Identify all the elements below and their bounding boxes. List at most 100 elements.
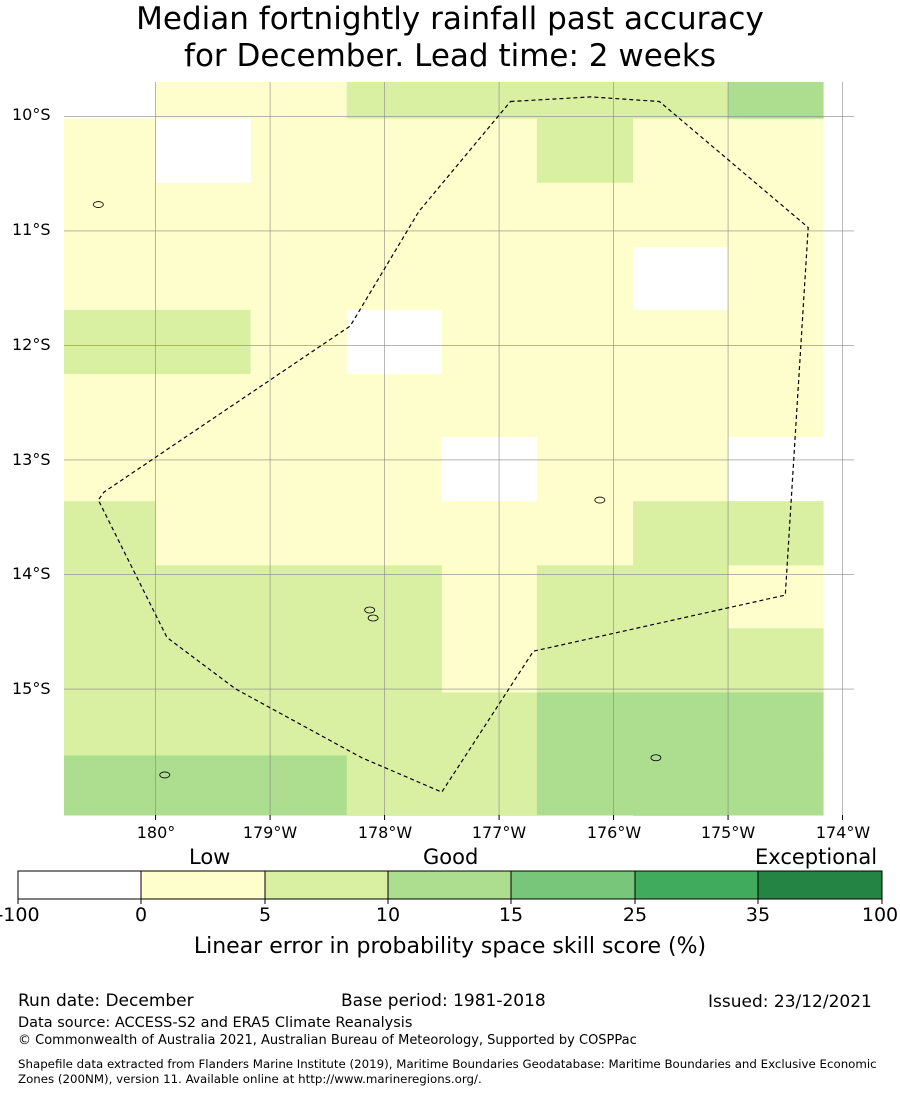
skill-cell [64, 755, 157, 816]
colorbar-swatch [264, 870, 389, 900]
colorbar-tick-label: 15 [498, 904, 524, 926]
skill-cell [250, 565, 348, 629]
island-outline [594, 496, 606, 504]
skill-cell [441, 755, 538, 816]
skill-cell [64, 628, 157, 693]
skill-cell [64, 437, 157, 502]
skill-cell [536, 565, 634, 629]
skill-cell [441, 565, 538, 629]
skill-cell [633, 246, 729, 311]
lon-label-175w: 175°W [700, 823, 756, 842]
skill-cell [441, 118, 538, 184]
data-source: Data source: ACCESS-S2 and ERA5 Climate … [18, 1015, 413, 1031]
skill-cell [633, 82, 729, 120]
colorbar-swatch [510, 870, 636, 900]
skill-cell [64, 246, 157, 311]
category-low: Low [189, 845, 231, 869]
lon-label-177w: 177°W [471, 823, 527, 842]
skill-cell [64, 565, 157, 629]
base-period: Base period: 1981-2018 [341, 991, 546, 1011]
skill-cell [64, 182, 157, 248]
skill-cell [728, 374, 824, 438]
skill-cell [633, 501, 729, 566]
skill-cell [155, 246, 252, 311]
skill-cell [633, 692, 729, 756]
skill-cell [155, 182, 252, 248]
lon-label-174w: 174°W [815, 823, 871, 842]
island-outline [650, 754, 662, 762]
colorbar-swatch [17, 870, 142, 900]
lon-label-179w: 179°W [242, 823, 298, 842]
skill-cell [250, 815, 348, 816]
islands [92, 201, 662, 779]
graticule [64, 82, 854, 820]
chart-title-line1: Median fortnightly rainfall past accurac… [136, 1, 764, 37]
skill-cell [633, 815, 729, 816]
skill-cell [155, 82, 252, 120]
lat-label-13s: 13°S [12, 450, 51, 469]
skill-cell [441, 815, 538, 816]
colorbar-tick-label: -100 [0, 904, 40, 926]
lat-label-14s: 14°S [12, 564, 51, 583]
skill-cell [250, 246, 348, 311]
skill-cell [155, 501, 252, 566]
shapefile-credit-line1: Shapefile data extracted from Flanders M… [18, 1057, 877, 1071]
skill-cell [633, 374, 729, 438]
skill-cell [536, 815, 634, 816]
skill-cell [64, 815, 157, 816]
skill-cell [155, 374, 252, 438]
skill-cell [728, 246, 824, 311]
skill-cell [441, 309, 538, 375]
skill-cell [728, 437, 824, 502]
shapefile-credit-line2: Zones (200NM), version 11. Available onl… [18, 1072, 482, 1086]
skill-cell [155, 815, 252, 816]
skill-grid [64, 82, 824, 816]
skill-cell [64, 501, 157, 566]
skill-cell [250, 82, 348, 120]
skill-cell [155, 437, 252, 502]
skill-cell [441, 692, 538, 756]
skill-cell [728, 118, 824, 184]
skill-cell [346, 501, 443, 566]
skill-cell [633, 565, 729, 629]
skill-cell [728, 182, 824, 248]
skill-cell [536, 118, 634, 184]
lat-label-11s: 11°S [12, 220, 51, 239]
skill-cell [155, 118, 252, 184]
skill-cell [536, 246, 634, 311]
skill-cell [633, 755, 729, 816]
eez-boundary [97, 96, 809, 793]
skill-cell [633, 118, 729, 184]
skill-cell [536, 182, 634, 248]
skill-cell [346, 628, 443, 693]
colorbar-tick-label: 100 [861, 904, 899, 926]
skill-cell [155, 755, 252, 816]
island-outline [364, 606, 376, 614]
skill-cell [346, 565, 443, 629]
skill-cell [633, 437, 729, 502]
colorbar-swatch [757, 870, 883, 900]
skill-cell [728, 501, 824, 566]
skill-cell [346, 437, 443, 502]
skill-cell [250, 501, 348, 566]
skill-cell [250, 309, 348, 375]
skill-cell [250, 374, 348, 438]
island-outline [159, 771, 171, 779]
island-outline [92, 201, 104, 208]
run-date: Run date: December [18, 991, 194, 1011]
lon-label-176w: 176°W [586, 823, 642, 842]
skill-cell [536, 82, 634, 120]
skill-cell [250, 437, 348, 502]
skill-cell [64, 374, 157, 438]
skill-cell [346, 82, 443, 120]
skill-cell [250, 692, 348, 756]
skill-cell [250, 755, 348, 816]
skill-cell [441, 437, 538, 502]
copyright: © Commonwealth of Australia 2021, Austra… [18, 1033, 637, 1048]
skill-cell [64, 692, 157, 756]
lat-label-10s: 10°S [12, 105, 51, 124]
issued-date: Issued: 23/12/2021 [708, 992, 872, 1012]
skill-cell [155, 628, 252, 693]
skill-cell [441, 82, 538, 120]
skill-cell [64, 118, 157, 184]
